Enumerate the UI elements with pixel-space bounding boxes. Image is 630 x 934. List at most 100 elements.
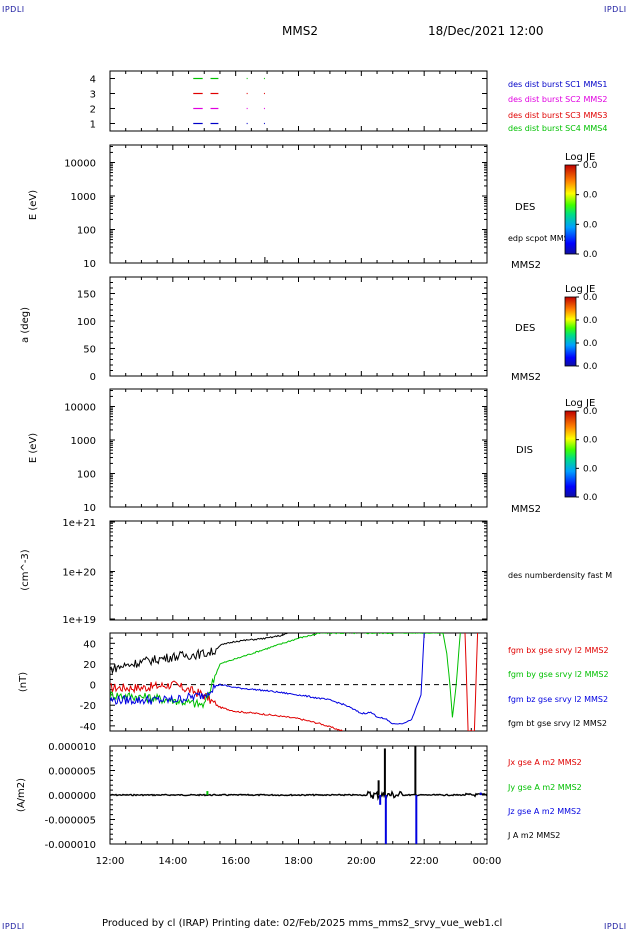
- colorbar-tick-label: 0.0: [583, 407, 598, 417]
- panel-frame-2: [109, 144, 488, 264]
- field-series-line: [110, 633, 425, 725]
- legend-item: des dist burst SC4 MMS4: [508, 124, 607, 133]
- legend-item: Jy gse A m2 MMS2: [507, 783, 582, 792]
- colorbar-tick-label: 0.0: [583, 191, 598, 201]
- y-tick-label-2: 1000: [71, 192, 96, 203]
- legend-item: fgm by gse srvy l2 MMS2: [508, 670, 609, 679]
- colorbar-tick-label: 0.0: [583, 161, 598, 171]
- colorbar-tick-label: 0.0: [583, 493, 598, 503]
- y-tick-label-4: 1000: [71, 436, 96, 447]
- y-tick-label-7: 0.000000: [48, 791, 96, 802]
- field-series-line: [110, 680, 343, 731]
- colorbar-tick-label: 0.0: [583, 436, 598, 446]
- x-tick-label: 14:00: [158, 856, 187, 867]
- colorbar-tick-label: 0.0: [583, 362, 598, 372]
- colorbar-tick-label: 0.0: [583, 293, 598, 303]
- legend-item: fgm bz gse srvy l2 MMS2: [508, 695, 608, 704]
- colorbar: [564, 164, 577, 255]
- probe-label: MMS2: [511, 372, 541, 383]
- x-tick-label: 18:00: [284, 856, 313, 867]
- colorbar-tick-label: 0.0: [583, 464, 598, 474]
- y-tick-label-2: 10: [83, 259, 96, 270]
- legend-item: fgm bx gse srvy l2 MMS2: [508, 646, 609, 655]
- panel-label-dis: DIS: [516, 445, 533, 456]
- x-tick-label: 12:00: [96, 856, 125, 867]
- y-tick-label-3: 150: [77, 290, 96, 301]
- legend-item: des numberdensity fast M: [508, 571, 612, 580]
- colorbar-tick-label: 0.0: [583, 316, 598, 326]
- y-tick-label-2: 10000: [64, 159, 96, 170]
- field-series-line: [464, 633, 479, 731]
- y-tick-label-4: 100: [77, 470, 96, 481]
- y-tick-label-6: 40: [83, 639, 96, 650]
- y-tick-label-6: 20: [83, 660, 96, 671]
- colorbar-tick-label: 0.0: [583, 339, 598, 349]
- y-tick-label-3: 0: [90, 372, 96, 383]
- x-tick-label: 22:00: [410, 856, 439, 867]
- y-tick-label-3: 100: [77, 317, 96, 328]
- y-tick-label-6: 0: [90, 681, 96, 692]
- colorbar-title: Log JE: [565, 152, 595, 163]
- y-tick-label-7: -0.000005: [45, 816, 96, 827]
- x-tick-label: 00:00: [473, 856, 502, 867]
- y-tick-label-5: 1e+21: [62, 518, 96, 529]
- legend-item: des dist burst SC1 MMS1: [508, 80, 607, 89]
- y-tick-label-1: 1: [90, 120, 96, 131]
- field-series-line: [110, 633, 461, 718]
- legend-item: fgm bt gse srvy l2 MMS2: [508, 719, 607, 728]
- panel-label-des: DES: [515, 323, 535, 334]
- panel-frame-1: [109, 70, 488, 132]
- y-axis-label-7: (A/m2): [16, 778, 27, 812]
- y-tick-label-2: 100: [77, 226, 96, 237]
- corner-label-bottom-right: IPDLI: [604, 922, 627, 931]
- colorbar: [564, 296, 577, 367]
- y-tick-label-7: 0.000005: [48, 767, 96, 778]
- y-tick-label-3: 50: [83, 345, 96, 356]
- overlay-label: edp scpot MMS2: [508, 234, 574, 243]
- y-tick-label-4: 10: [83, 503, 96, 514]
- mag-series-group: [110, 633, 479, 731]
- legend-item: Jx gse A m2 MMS2: [507, 758, 582, 767]
- panel-frame-6: [109, 632, 488, 732]
- y-tick-label-4: 10000: [64, 403, 96, 414]
- colorbar-tick-label: 0.0: [583, 250, 598, 260]
- footer-credits: Produced by cl (IRAP) Printing date: 02/…: [102, 918, 503, 929]
- y-axis-label-6: (nT): [18, 672, 29, 692]
- corner-label-bottom-left: IPDLI: [2, 922, 25, 931]
- y-axis-label-2: E (eV): [28, 190, 39, 220]
- y-axis-label-5: (cm^-3): [20, 549, 31, 590]
- y-tick-label-1: 2: [90, 105, 96, 116]
- panel-frame-5: [109, 520, 488, 621]
- y-axis-label-3: a (deg): [20, 307, 31, 343]
- y-axis-label-4: E (eV): [28, 433, 39, 463]
- colorbar-title: Log JE: [565, 398, 595, 409]
- panel-frame-4: [109, 388, 488, 508]
- field-series-line: [110, 633, 290, 675]
- page-date: 18/Dec/2021 12:00: [428, 24, 544, 38]
- y-tick-label-6: -40: [80, 722, 96, 733]
- y-tick-label-7: 0.000010: [48, 742, 96, 753]
- current-baseline: [109, 790, 488, 801]
- probe-label: MMS2: [511, 260, 541, 271]
- colorbar: [564, 410, 577, 498]
- corner-label-top-left: IPDLI: [2, 5, 25, 14]
- y-tick-label-1: 4: [90, 75, 96, 86]
- y-tick-label-5: 1e+19: [62, 615, 96, 626]
- y-tick-label-5: 1e+20: [62, 568, 96, 579]
- panel-frame-3: [109, 276, 488, 377]
- probe-label: MMS2: [511, 504, 541, 515]
- colorbar-title: Log JE: [565, 284, 595, 295]
- panel-label-des: DES: [515, 202, 535, 213]
- legend-item: des dist burst SC3 MMS3: [508, 111, 607, 120]
- legend-item: des dist burst SC2 MMS2: [508, 95, 607, 104]
- colorbar-tick-label: 0.0: [583, 220, 598, 230]
- legend-item: Jz gse A m2 MMS2: [507, 807, 581, 816]
- corner-label-top-right: IPDLI: [604, 5, 627, 14]
- y-tick-label-6: -20: [80, 701, 96, 712]
- legend-item: J A m2 MMS2: [507, 831, 560, 840]
- y-tick-label-7: -0.000010: [45, 840, 96, 851]
- x-tick-label: 20:00: [347, 856, 376, 867]
- page-title: MMS2: [282, 24, 318, 38]
- x-tick-label: 16:00: [221, 856, 250, 867]
